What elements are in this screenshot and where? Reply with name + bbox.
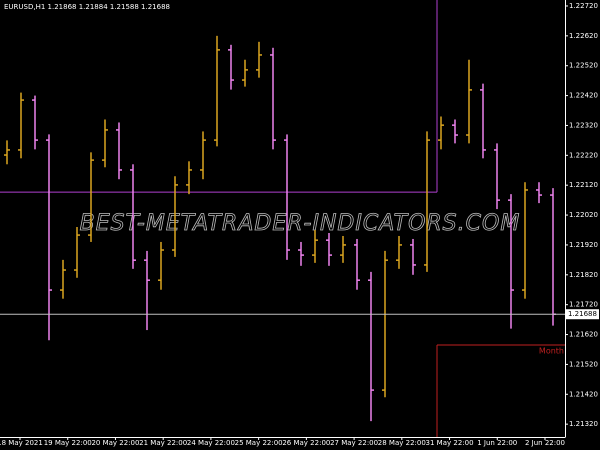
x-tick-label: 26 May 22:00 xyxy=(282,439,330,447)
y-tick-label: 1.22620 xyxy=(569,32,598,40)
y-tick-label: 1.22220 xyxy=(569,151,598,159)
x-tick-label: 20 May 22:00 xyxy=(91,439,139,447)
y-tick-label: 1.21620 xyxy=(569,331,598,339)
y-tick-label: 1.22720 xyxy=(569,2,598,10)
x-tick-label: 19 May 22:00 xyxy=(44,439,92,447)
y-tick-label: 1.21820 xyxy=(569,271,598,279)
y-tick-label: 1.22320 xyxy=(569,121,598,129)
y-tick-label: 1.21520 xyxy=(569,360,598,368)
current-price-box xyxy=(566,309,599,320)
x-tick-label: 1 Jun 22:00 xyxy=(477,439,517,447)
y-tick-label: 1.21320 xyxy=(569,420,598,428)
x-tick-label: 28 May 22:00 xyxy=(378,439,426,447)
y-tick-label: 1.21920 xyxy=(569,241,598,249)
y-tick-label: 1.22520 xyxy=(569,62,598,70)
y-tick-label: 1.21420 xyxy=(569,390,598,398)
x-tick-label: 31 May 22:00 xyxy=(426,439,474,447)
x-tick-label: 27 May 22:00 xyxy=(330,439,378,447)
y-tick-label: 1.22120 xyxy=(569,181,598,189)
y-tick-label: 1.22020 xyxy=(569,211,598,219)
x-tick-label: 24 May 22:00 xyxy=(187,439,235,447)
watermark: BEST-METATRADER-INDICATORS.COM xyxy=(80,211,521,236)
y-tick-label: 1.22420 xyxy=(569,92,598,100)
x-tick-label: 18 May 2021 xyxy=(0,439,43,447)
x-tick-label: 25 May 22:00 xyxy=(235,439,283,447)
y-tick-label: 1.21720 xyxy=(569,301,598,309)
month-label: Month xyxy=(539,347,564,356)
current-price-label: 1.21688 xyxy=(568,310,597,318)
x-tick-label: 21 May 22:00 xyxy=(139,439,187,447)
x-tick-label: 2 Jun 22:00 xyxy=(525,439,565,447)
chart-header: EURUSD,H1 1.21868 1.21884 1.21588 1.2168… xyxy=(4,3,170,11)
